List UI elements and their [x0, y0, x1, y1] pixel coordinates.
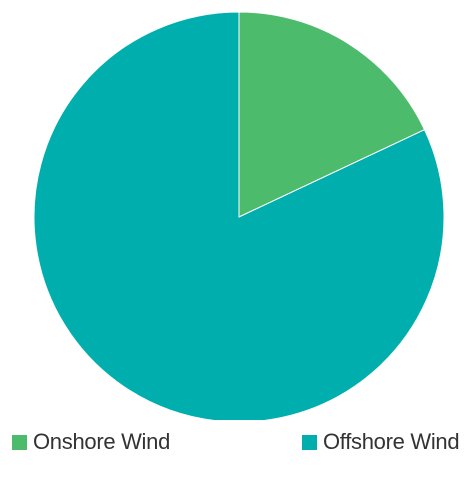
- pie-chart: [33, 11, 445, 420]
- pie-slice-onshore-wind: [238, 11, 426, 218]
- legend-swatch-offshore: [302, 434, 317, 450]
- legend-item-offshore: Offshore Wind: [302, 429, 460, 455]
- legend-label-offshore: Offshore Wind: [323, 429, 460, 454]
- pie-slices: [33, 11, 445, 420]
- legend-label-onshore: Onshore Wind: [33, 429, 171, 454]
- legend-swatch-onshore: [12, 434, 27, 450]
- pie-slice-offshore-wind: [33, 11, 445, 420]
- legend-item-onshore: Onshore Wind: [12, 429, 170, 455]
